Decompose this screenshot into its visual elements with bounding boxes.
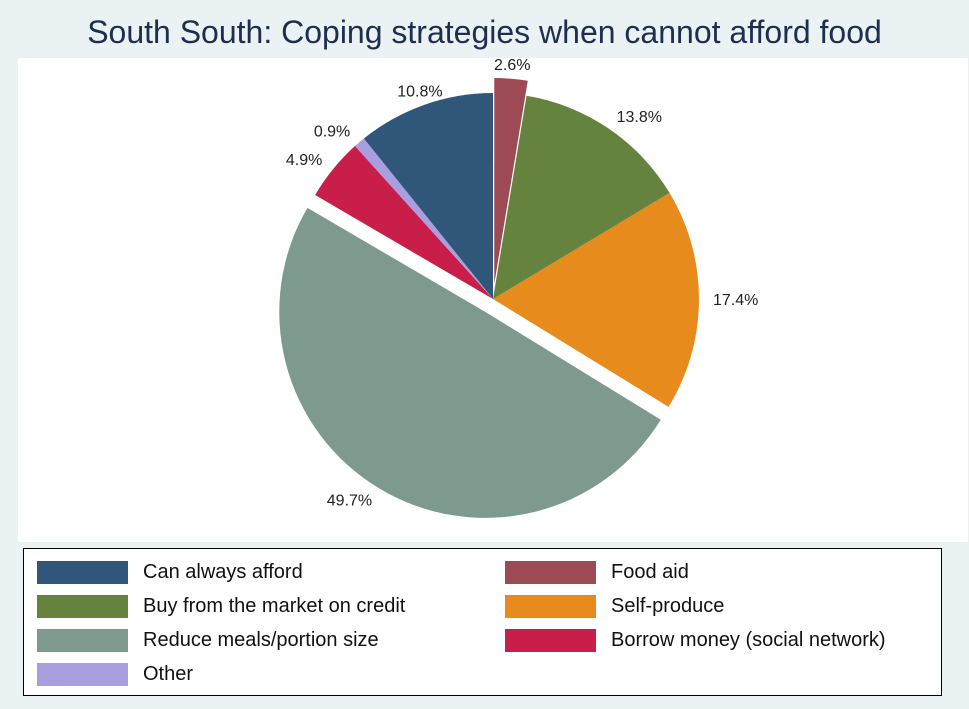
legend-swatch [37, 629, 128, 652]
pie-slice-other [355, 138, 493, 299]
pie-slice-reduce-meals-portion-size [279, 207, 661, 518]
pie-slice-buy-from-the-market-on-credit [493, 95, 670, 300]
slice-label-reduce-meals-portion-size: 49.7% [327, 493, 372, 510]
legend-label: Can always afford [143, 561, 303, 583]
chart-title: South South: Coping strategies when cann… [87, 14, 882, 50]
pie-slice-can-always-afford [363, 93, 494, 299]
pie-chart: 17.4% 49.7% 4.9% 0.9% 10.8% 2.6% 13.8% [279, 58, 758, 518]
legend-swatch [37, 561, 128, 584]
legend-label: Buy from the market on credit [143, 595, 406, 617]
legend-swatch [505, 595, 596, 618]
legend-label: Reduce meals/portion size [143, 629, 379, 651]
legend-swatch [37, 663, 128, 686]
legend-label: Self-produce [611, 595, 725, 617]
legend-label: Food aid [611, 561, 689, 583]
slice-label-borrow-money-social-network: 4.9% [286, 152, 322, 169]
slice-label-buy-from-the-market-on-credit: 13.8% [617, 109, 662, 126]
legend-swatch [505, 629, 596, 652]
pie-slice-borrow-money-social-network [315, 146, 493, 299]
legend-label: Borrow money (social network) [611, 629, 886, 651]
legend-swatch [505, 561, 596, 584]
plot-region: 17.4% 49.7% 4.9% 0.9% 10.8% 2.6% 13.8% [18, 58, 968, 542]
legend-swatch [37, 595, 128, 618]
legend: Can always afford Food aid Buy from the ma… [23, 548, 942, 696]
slice-label-food-aid: 2.6% [494, 58, 530, 74]
pie-slice-self-produce [493, 192, 699, 407]
slice-label-can-always-afford: 10.8% [397, 83, 442, 100]
legend-label: Other [143, 663, 194, 685]
slice-label-other: 0.9% [314, 124, 350, 141]
slice-label-self-produce: 17.4% [713, 292, 758, 309]
pie-slice-food-aid [494, 78, 528, 285]
